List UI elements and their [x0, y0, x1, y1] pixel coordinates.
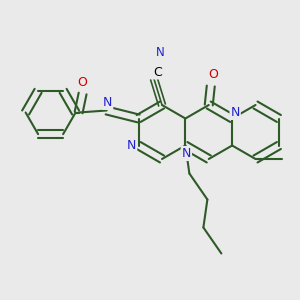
Text: C: C: [154, 65, 162, 79]
Text: O: O: [208, 68, 218, 82]
Text: N: N: [127, 139, 136, 152]
Text: N: N: [182, 147, 191, 160]
Text: N: N: [156, 46, 164, 59]
Text: N: N: [230, 106, 240, 119]
Text: O: O: [78, 76, 88, 89]
Text: N: N: [103, 96, 112, 109]
